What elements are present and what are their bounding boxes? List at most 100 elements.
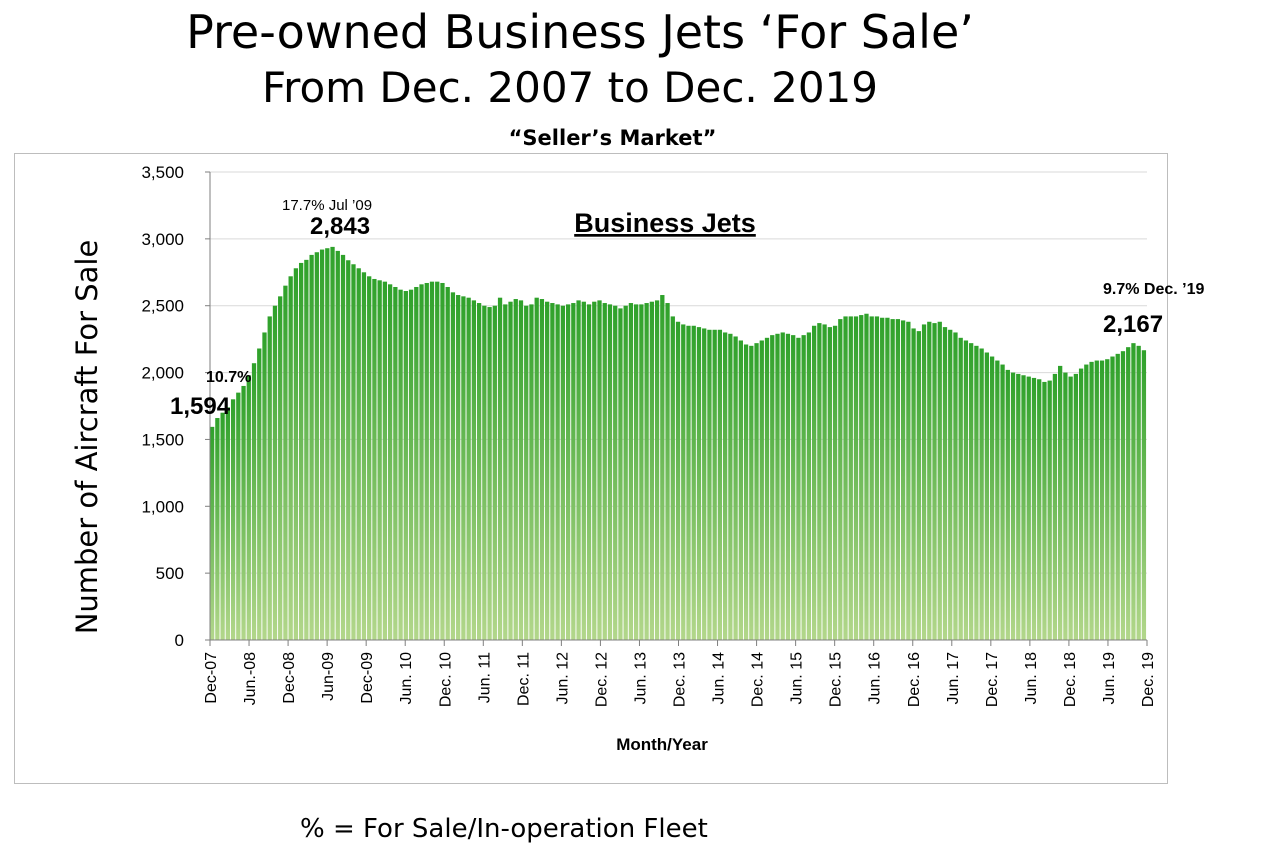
bar [1042,381,1047,640]
bar [1115,353,1120,640]
bar [309,254,314,640]
bar [262,332,267,640]
bar [885,317,890,640]
bar [895,319,901,640]
x-tick-label: Jun. 12 [554,652,571,705]
bar [565,304,571,640]
bar [1089,361,1094,640]
bar [911,328,916,640]
bar [597,300,602,640]
bar [314,252,319,641]
x-tick-label: Dec. 12 [593,652,610,707]
x-tick-label: Jun. 16 [867,652,884,705]
bar [948,329,953,640]
bar [1126,347,1131,640]
bar [560,305,566,640]
bar [220,412,225,640]
bar [319,249,325,641]
bar [225,407,230,640]
bar [1037,379,1042,640]
x-tick-label: Dec. 10 [437,652,454,707]
bar [267,316,272,640]
annotation-end-value: 2,167 [1103,311,1163,338]
y-tick-label: 500 [156,564,184,583]
bar [335,250,340,640]
bar [278,296,283,640]
y-tick-label: 3,500 [141,163,184,182]
bar [340,254,346,640]
bar [969,343,974,640]
x-tick-label: Dec-07 [203,652,220,704]
bar [471,300,477,640]
bar [1052,373,1058,640]
axes [205,171,1148,646]
bar [241,385,246,640]
bar [592,301,597,640]
bar [518,300,524,640]
bar [880,317,885,640]
bar [832,325,838,640]
bar [450,292,456,640]
bar [1068,376,1073,640]
bar [874,316,880,640]
y-tick-label: 3,000 [141,230,184,249]
bar [288,276,293,640]
bar [618,308,623,640]
bar [1010,372,1016,640]
x-tick-label: Jun. 18 [1023,652,1040,705]
x-tick-label: Jun. 15 [789,652,806,705]
bar [733,336,738,640]
bar [607,304,613,640]
bar [1073,373,1079,640]
bar [1105,359,1110,640]
bar [749,345,754,640]
x-tick-label: Jun. 14 [711,652,728,705]
bar [539,299,545,640]
bar [979,348,984,640]
bar [696,327,702,640]
bar [712,329,717,640]
bar [492,305,497,640]
bar [864,313,869,640]
bar [1000,364,1005,640]
bar [1005,369,1010,640]
bar [1026,376,1031,640]
bar [1099,360,1105,640]
bar [958,337,963,640]
bar [728,333,733,640]
bar [953,332,958,640]
bars [210,246,1147,641]
bar [210,426,215,640]
bar [639,304,644,640]
bar [811,325,817,640]
bar [859,315,864,640]
bar [215,418,220,640]
x-tick-label: Jun. 10 [398,652,415,705]
bar [586,304,592,640]
bar [801,335,806,640]
bar [534,297,539,640]
annotation-peak-value: 2,843 [310,213,370,240]
bar [298,262,304,640]
chart-title: Business Jets [574,208,756,238]
x-tick-label: Dec. 18 [1062,652,1079,707]
bar [482,305,487,640]
bar [304,259,309,640]
x-tick-label: Dec. 11 [515,652,532,706]
bar [654,300,660,640]
bar [791,335,796,640]
bar [576,300,581,640]
bar [869,316,874,640]
bar [461,296,466,640]
bar [827,327,832,640]
bar [963,340,969,640]
bar [1021,375,1026,640]
x-tick-label: Jun. 17 [945,652,962,705]
bar [508,301,513,640]
bar [398,289,403,640]
bar [1094,360,1099,640]
bar [272,305,278,640]
bar [722,332,728,640]
bar [236,392,241,640]
bar [283,285,288,640]
